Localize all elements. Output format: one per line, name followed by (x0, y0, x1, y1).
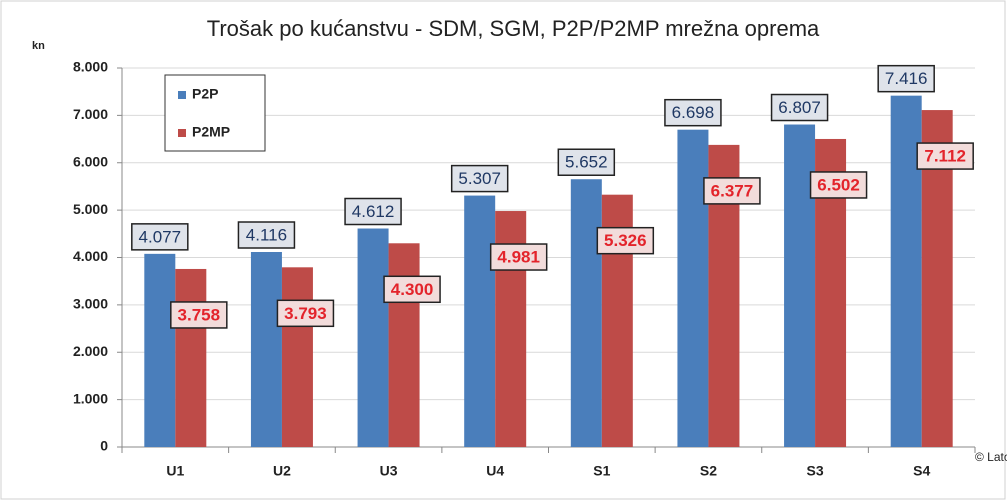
y-tick-label: 0 (100, 438, 108, 454)
bar (570, 179, 602, 447)
legend-box (164, 74, 266, 152)
value-label-box (664, 98, 722, 127)
x-tick-label: U1 (166, 463, 184, 479)
value-label: 4.981 (497, 248, 540, 267)
x-tick-label: S3 (807, 463, 824, 479)
y-tick-label: 4.000 (73, 248, 108, 264)
bar (357, 228, 389, 447)
value-label-box (237, 221, 296, 249)
y-tick-label: 3.000 (73, 296, 108, 312)
y-tick-label: 5.000 (73, 201, 108, 217)
value-label-box (770, 93, 829, 122)
y-axis-label: kn (32, 40, 45, 52)
value-label-box (170, 301, 228, 329)
value-label-box (383, 275, 441, 304)
x-tick-label: S4 (913, 463, 930, 479)
value-label: 4.116 (246, 225, 287, 244)
value-label: 7.112 (924, 147, 966, 166)
value-label-box (276, 299, 335, 328)
legend-label: P2MP (192, 124, 230, 140)
y-tick-label: 1.000 (73, 390, 108, 406)
y-tick-label: 8.000 (73, 59, 108, 75)
value-label-box (809, 171, 868, 199)
legend-swatch (178, 91, 186, 99)
y-tick-label: 7.000 (73, 106, 108, 122)
y-tick-label: 2.000 (73, 343, 108, 359)
bar (388, 243, 420, 447)
value-label: 5.652 (565, 153, 608, 172)
x-tick-label: S1 (593, 463, 610, 479)
value-label-box (131, 223, 189, 251)
x-tick-label: U2 (273, 463, 291, 479)
bar (144, 253, 176, 447)
value-label-box (450, 164, 509, 193)
legend-label: P2P (192, 86, 218, 102)
value-label: 6.807 (778, 98, 821, 117)
annotation: © Lator (975, 450, 1007, 464)
value-label-box (877, 64, 935, 93)
value-label: 4.612 (352, 202, 395, 221)
y-tick-label: 6.000 (73, 153, 108, 169)
value-label: 4.300 (391, 280, 434, 299)
value-label: 6.377 (711, 181, 754, 200)
chart-title: Trošak po kućanstvu - SDM, SGM, P2P/P2MP… (207, 16, 820, 41)
value-label: 5.326 (604, 231, 647, 250)
value-label-box (557, 148, 616, 176)
value-label: 3.758 (178, 305, 221, 324)
x-tick-label: U3 (380, 463, 398, 479)
bar (175, 268, 207, 447)
bar (281, 267, 313, 447)
value-label: 4.077 (139, 227, 182, 246)
legend-swatch (178, 129, 186, 137)
value-label-box (703, 177, 761, 205)
x-tick-label: S2 (700, 463, 717, 479)
bar (250, 252, 282, 447)
value-label: 7.416 (885, 69, 928, 88)
value-label-box (344, 197, 402, 226)
value-label: 6.502 (817, 175, 860, 194)
value-label: 3.793 (284, 304, 327, 323)
value-label: 6.698 (672, 103, 715, 122)
value-label: 5.307 (458, 169, 501, 188)
x-tick-label: U4 (486, 463, 504, 479)
bar (464, 195, 496, 447)
value-label-box (916, 142, 974, 170)
value-label-box (596, 226, 655, 255)
value-label-box (489, 243, 548, 271)
